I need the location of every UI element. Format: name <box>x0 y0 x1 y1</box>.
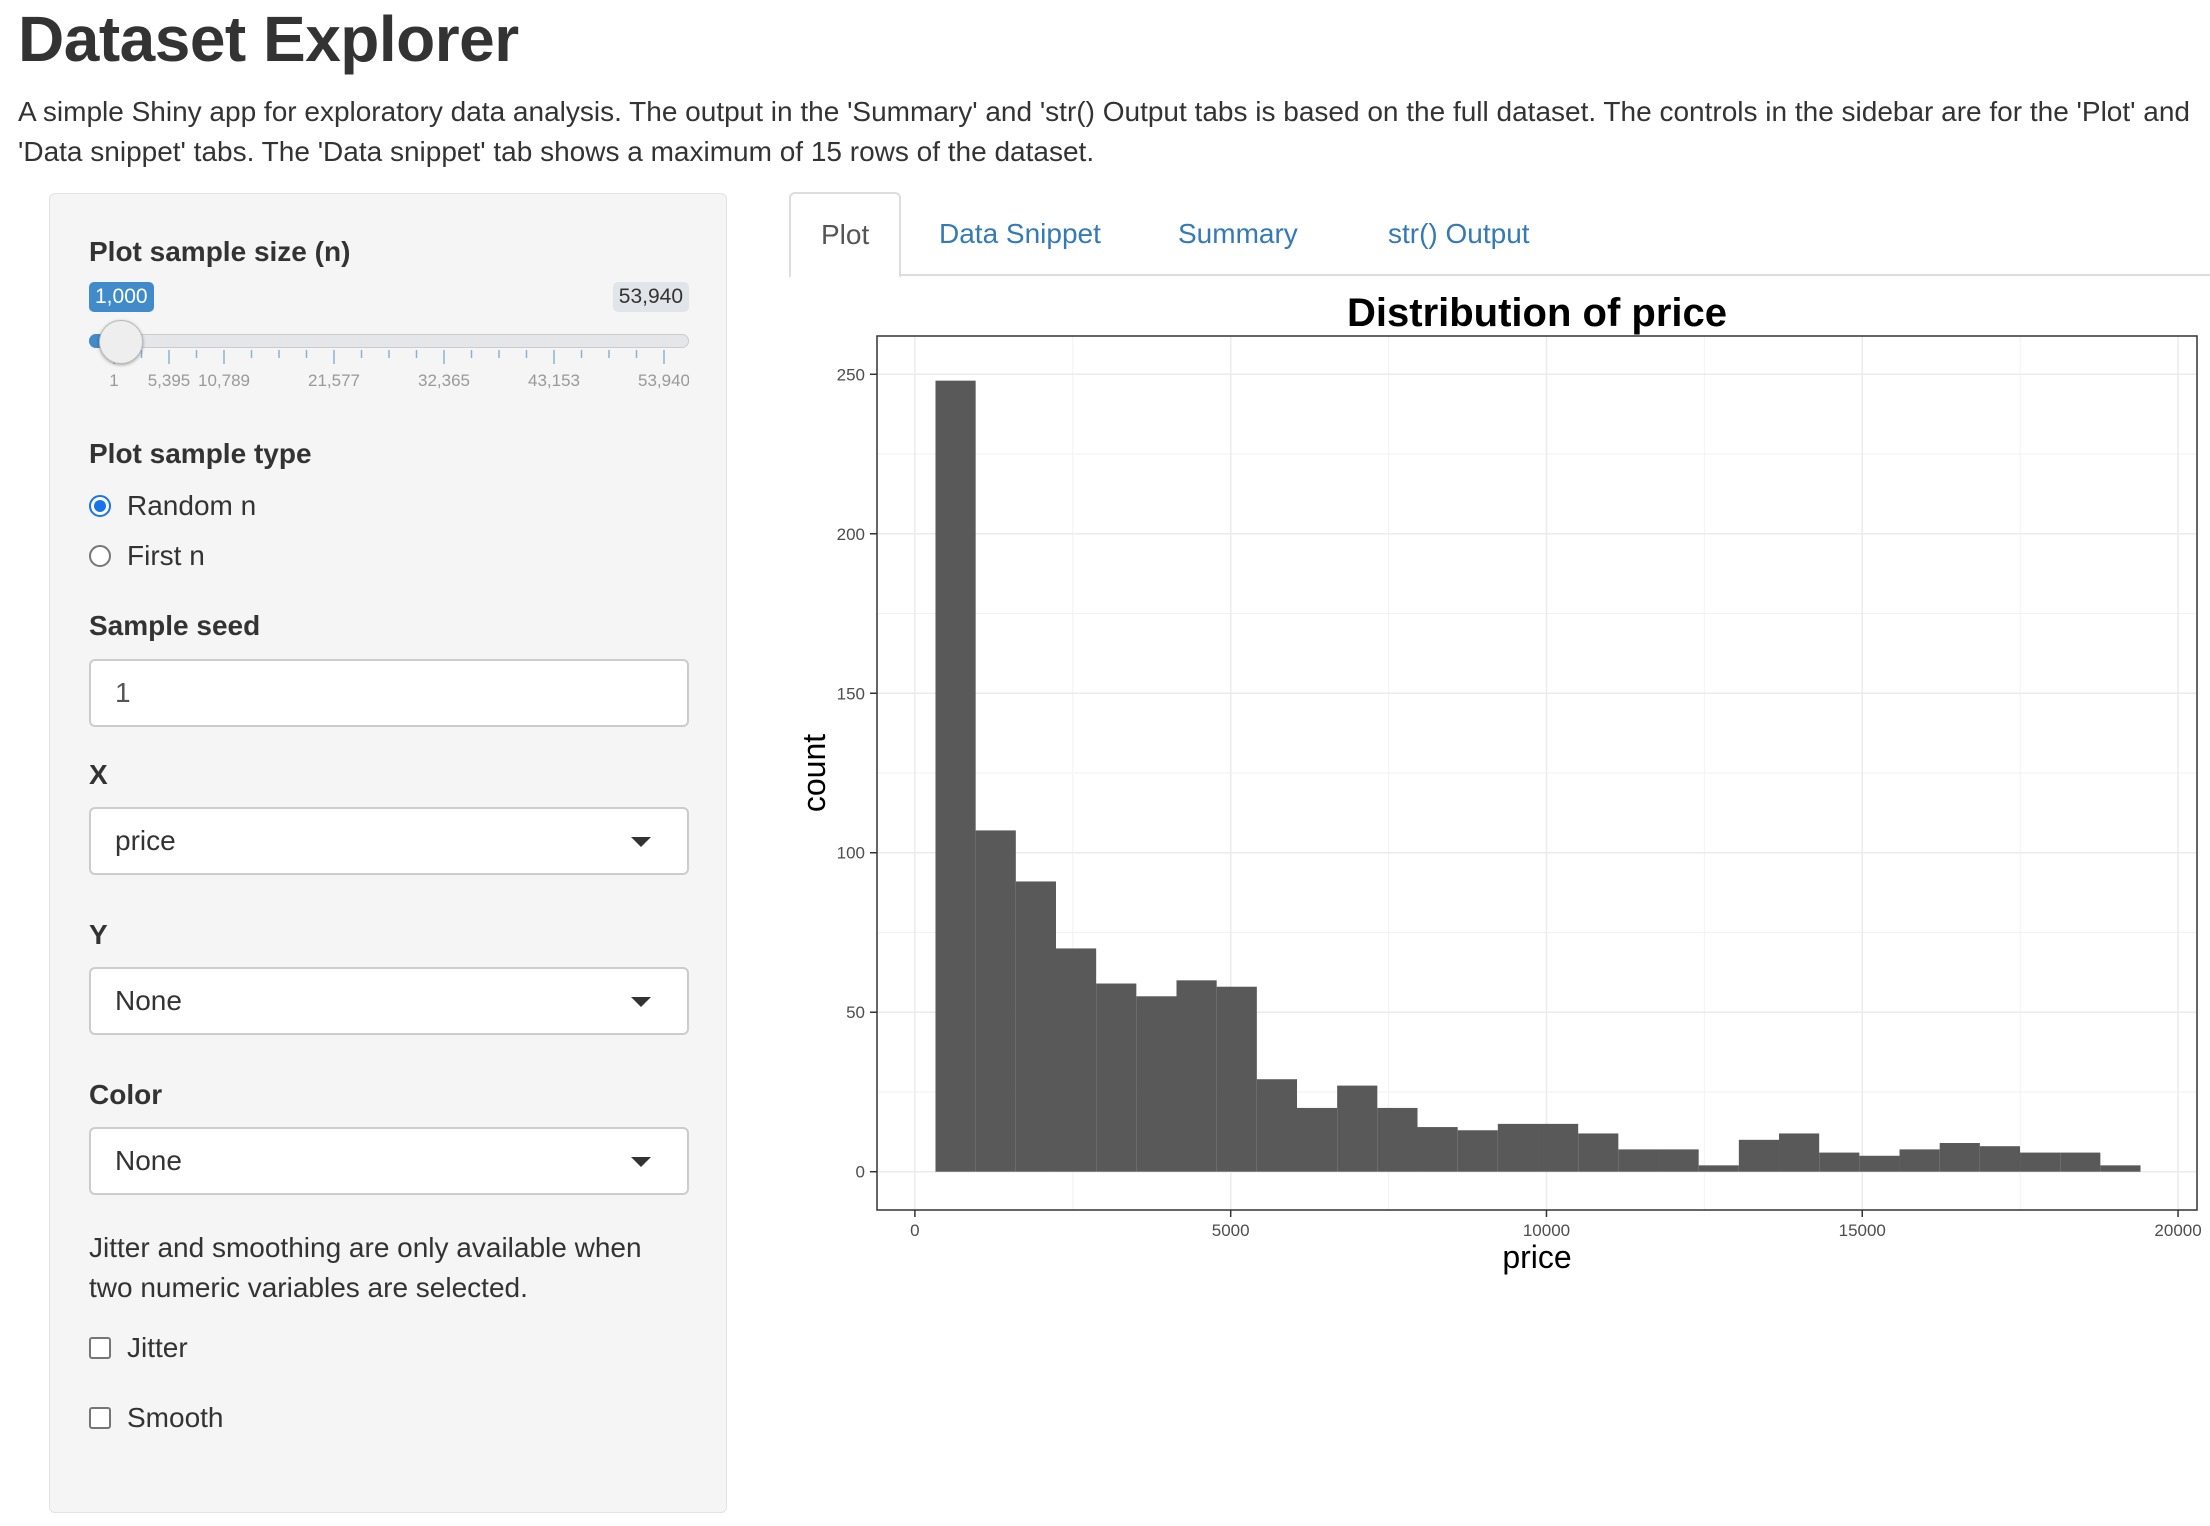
slider-handle[interactable] <box>99 320 143 364</box>
color-select[interactable]: None <box>89 1127 689 1195</box>
slider-tick-label: 21,577 <box>308 371 360 390</box>
histogram-bar <box>1578 1133 1619 1172</box>
y-select[interactable]: None <box>89 967 689 1035</box>
slider-tick-label: 10,789 <box>198 371 250 390</box>
radio-label: First n <box>127 540 205 571</box>
tab-plot[interactable]: Plot <box>789 192 902 278</box>
histogram-bar <box>1015 881 1056 1172</box>
chart-title: Distribution of price <box>1347 291 1727 335</box>
smooth-checkbox[interactable]: Smooth <box>89 1400 224 1436</box>
histogram-bar <box>1497 1123 1539 1172</box>
radio-label: Random n <box>127 490 257 521</box>
histogram-bar <box>1979 1146 2021 1172</box>
x-tick-label: 20000 <box>2154 1221 2201 1240</box>
color-select-value: None <box>115 1145 182 1176</box>
histogram-bar <box>1417 1127 1458 1172</box>
histogram-bar <box>1216 986 1257 1172</box>
plot-panel-border <box>876 335 2198 1211</box>
slider-value-bubble: 1,000 <box>89 282 154 312</box>
chevron-down-icon <box>631 997 651 1007</box>
histogram-bar <box>1297 1107 1338 1172</box>
x-label: X <box>89 759 108 790</box>
histogram-bar <box>975 830 1016 1172</box>
slider-tick-label: 43,153 <box>528 371 580 390</box>
histogram-bar <box>1136 996 1177 1172</box>
x-tick-label: 5000 <box>1212 1221 1250 1240</box>
seed-input[interactable] <box>89 659 689 727</box>
jitter-checkbox[interactable]: Jitter <box>89 1330 188 1366</box>
slider-tick-label: 53,940 <box>638 371 689 390</box>
x-tick-label: 0 <box>910 1221 919 1240</box>
histogram-bar <box>1698 1165 1739 1172</box>
y-tick-label: 250 <box>837 365 865 384</box>
histogram-bar <box>1337 1085 1378 1172</box>
y-tick-label: 150 <box>837 684 865 703</box>
y-select-value: None <box>115 985 182 1016</box>
tab-data-snippet[interactable]: Data Snippet <box>939 218 1101 249</box>
tab-str-output[interactable]: str() Output <box>1388 218 1530 249</box>
radio-unchecked-icon[interactable] <box>89 545 111 567</box>
slider-tick-label: 5,395 <box>148 371 191 390</box>
tab-bar: Plot Data Snippet Summary str() Output <box>789 192 2210 278</box>
histogram-bar <box>1176 980 1217 1172</box>
histogram-bar <box>1779 1133 1820 1172</box>
seed-label: Sample seed <box>89 610 261 641</box>
page-description: A simple Shiny app for exploratory data … <box>18 96 2190 167</box>
histogram-bar <box>1256 1079 1297 1172</box>
checkbox-icon[interactable] <box>89 1407 111 1429</box>
histogram-bar <box>1658 1149 1699 1172</box>
help-text: Jitter and smoothing are only available … <box>89 1232 642 1303</box>
color-label: Color <box>89 1079 163 1110</box>
y-tick-label: 0 <box>856 1163 865 1182</box>
histogram-bar <box>2060 1152 2101 1172</box>
tab-divider <box>789 274 2210 276</box>
tab-summary[interactable]: Summary <box>1178 218 1298 249</box>
sample-size-label: Plot sample size (n) <box>89 236 351 267</box>
y-axis-title: count <box>796 734 832 812</box>
slider-ticks: 1 5,395 10,789 21,577 32,365 43,153 53,940 <box>109 350 689 390</box>
chevron-down-icon <box>631 837 651 847</box>
histogram-bar <box>1819 1152 1860 1172</box>
slider-max-bubble: 53,940 <box>612 282 689 312</box>
histogram-bar <box>1538 1123 1579 1172</box>
x-tick-label: 10000 <box>1523 1221 1570 1240</box>
histogram-bar <box>935 380 976 1172</box>
x-select-value: price <box>115 825 176 856</box>
histogram-bar <box>1055 948 1097 1172</box>
histogram-bar <box>1899 1149 1940 1172</box>
histogram-bar <box>2100 1165 2141 1172</box>
checkbox-icon[interactable] <box>89 1337 111 1359</box>
x-tick-label: 15000 <box>1839 1221 1886 1240</box>
slider-tick-label: 32,365 <box>418 371 470 390</box>
radio-random-n[interactable]: Random n <box>89 488 256 524</box>
histogram-bar <box>1096 983 1137 1172</box>
histogram-bar <box>1618 1149 1659 1172</box>
sample-type-label: Plot sample type <box>89 438 312 469</box>
x-axis-title: price <box>1502 1239 1571 1275</box>
chevron-down-icon <box>631 1157 651 1167</box>
page-title: Dataset Explorer <box>18 3 519 75</box>
histogram-bar <box>2020 1152 2061 1172</box>
radio-first-n[interactable]: First n <box>89 538 205 574</box>
sidebar-panel: Plot sample size (n) 1,000 53,940 1 5,395… <box>49 193 727 1513</box>
slider-tick-label: 1 <box>109 371 118 390</box>
histogram-chart: Distribution of price 0 5000 10000 15000 200… <box>796 291 2202 1275</box>
sample-size-slider[interactable]: 1,000 53,940 1 5,395 10,789 21,577 32,365 43,… <box>89 282 689 392</box>
y-tick-label: 200 <box>837 525 865 544</box>
checkbox-label: Jitter <box>127 1332 188 1363</box>
y-label: Y <box>89 919 108 950</box>
histogram-bar <box>1377 1107 1418 1172</box>
y-tick-label: 50 <box>846 1003 865 1022</box>
checkbox-label: Smooth <box>127 1402 224 1433</box>
histogram-bar <box>1859 1155 1900 1172</box>
y-tick-label: 100 <box>837 844 865 863</box>
histogram-bar <box>1939 1143 1980 1172</box>
histogram-bar <box>1738 1139 1780 1172</box>
x-select[interactable]: price <box>89 807 689 875</box>
radio-checked-icon[interactable] <box>89 495 111 517</box>
histogram-bar <box>1457 1130 1498 1172</box>
